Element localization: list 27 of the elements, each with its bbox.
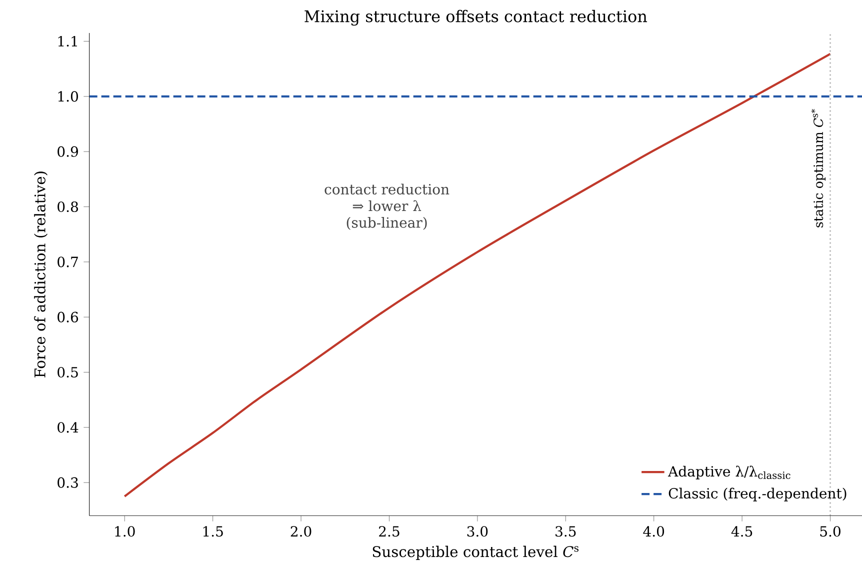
x-tick-label: 4.0: [643, 526, 664, 537]
annotation: (sub-linear): [346, 217, 427, 230]
y-tick-label: 0.7: [58, 256, 78, 268]
x-axis-title: Susceptible contact level C$^{s}$: [372, 546, 579, 560]
annotation: ⇒ lower λ: [352, 200, 422, 212]
y-tick-label: 0.9: [58, 146, 78, 157]
x-tick-label: 5.0: [820, 526, 840, 537]
y-tick-label: 0.6: [58, 312, 78, 322]
chart-title: Mixing structure offsets contact reduction: [304, 10, 648, 26]
x-tick-label: 3.5: [556, 526, 576, 537]
x-tick-label: 2.0: [290, 526, 312, 537]
y-tick-label: 0.5: [58, 366, 78, 378]
y-axis-title: Force of addiction (relative): [34, 172, 48, 378]
x-tick-label: 3.0: [467, 526, 488, 537]
annotation: contact reduction: [324, 184, 450, 195]
y-tick-label: 1.0: [58, 91, 78, 102]
legend-label: Classic (freq.-dependent): [668, 488, 846, 502]
y-tick-label: 0.4: [58, 422, 78, 433]
x-tick-label: 1.0: [115, 526, 135, 537]
y-tick-label: 0.3: [58, 477, 78, 488]
x-tick-label: 2.5: [379, 526, 400, 537]
y-tick-label: 1.1: [58, 36, 77, 47]
legend-label: Adaptive λ/λ$_{classic}$: [668, 466, 790, 480]
x-tick-label: 1.5: [203, 526, 223, 537]
ref-line-label: static optimum C$^{s*}$: [811, 109, 826, 228]
x-tick-label: 4.5: [731, 526, 752, 537]
y-tick-label: 0.8: [58, 201, 78, 212]
